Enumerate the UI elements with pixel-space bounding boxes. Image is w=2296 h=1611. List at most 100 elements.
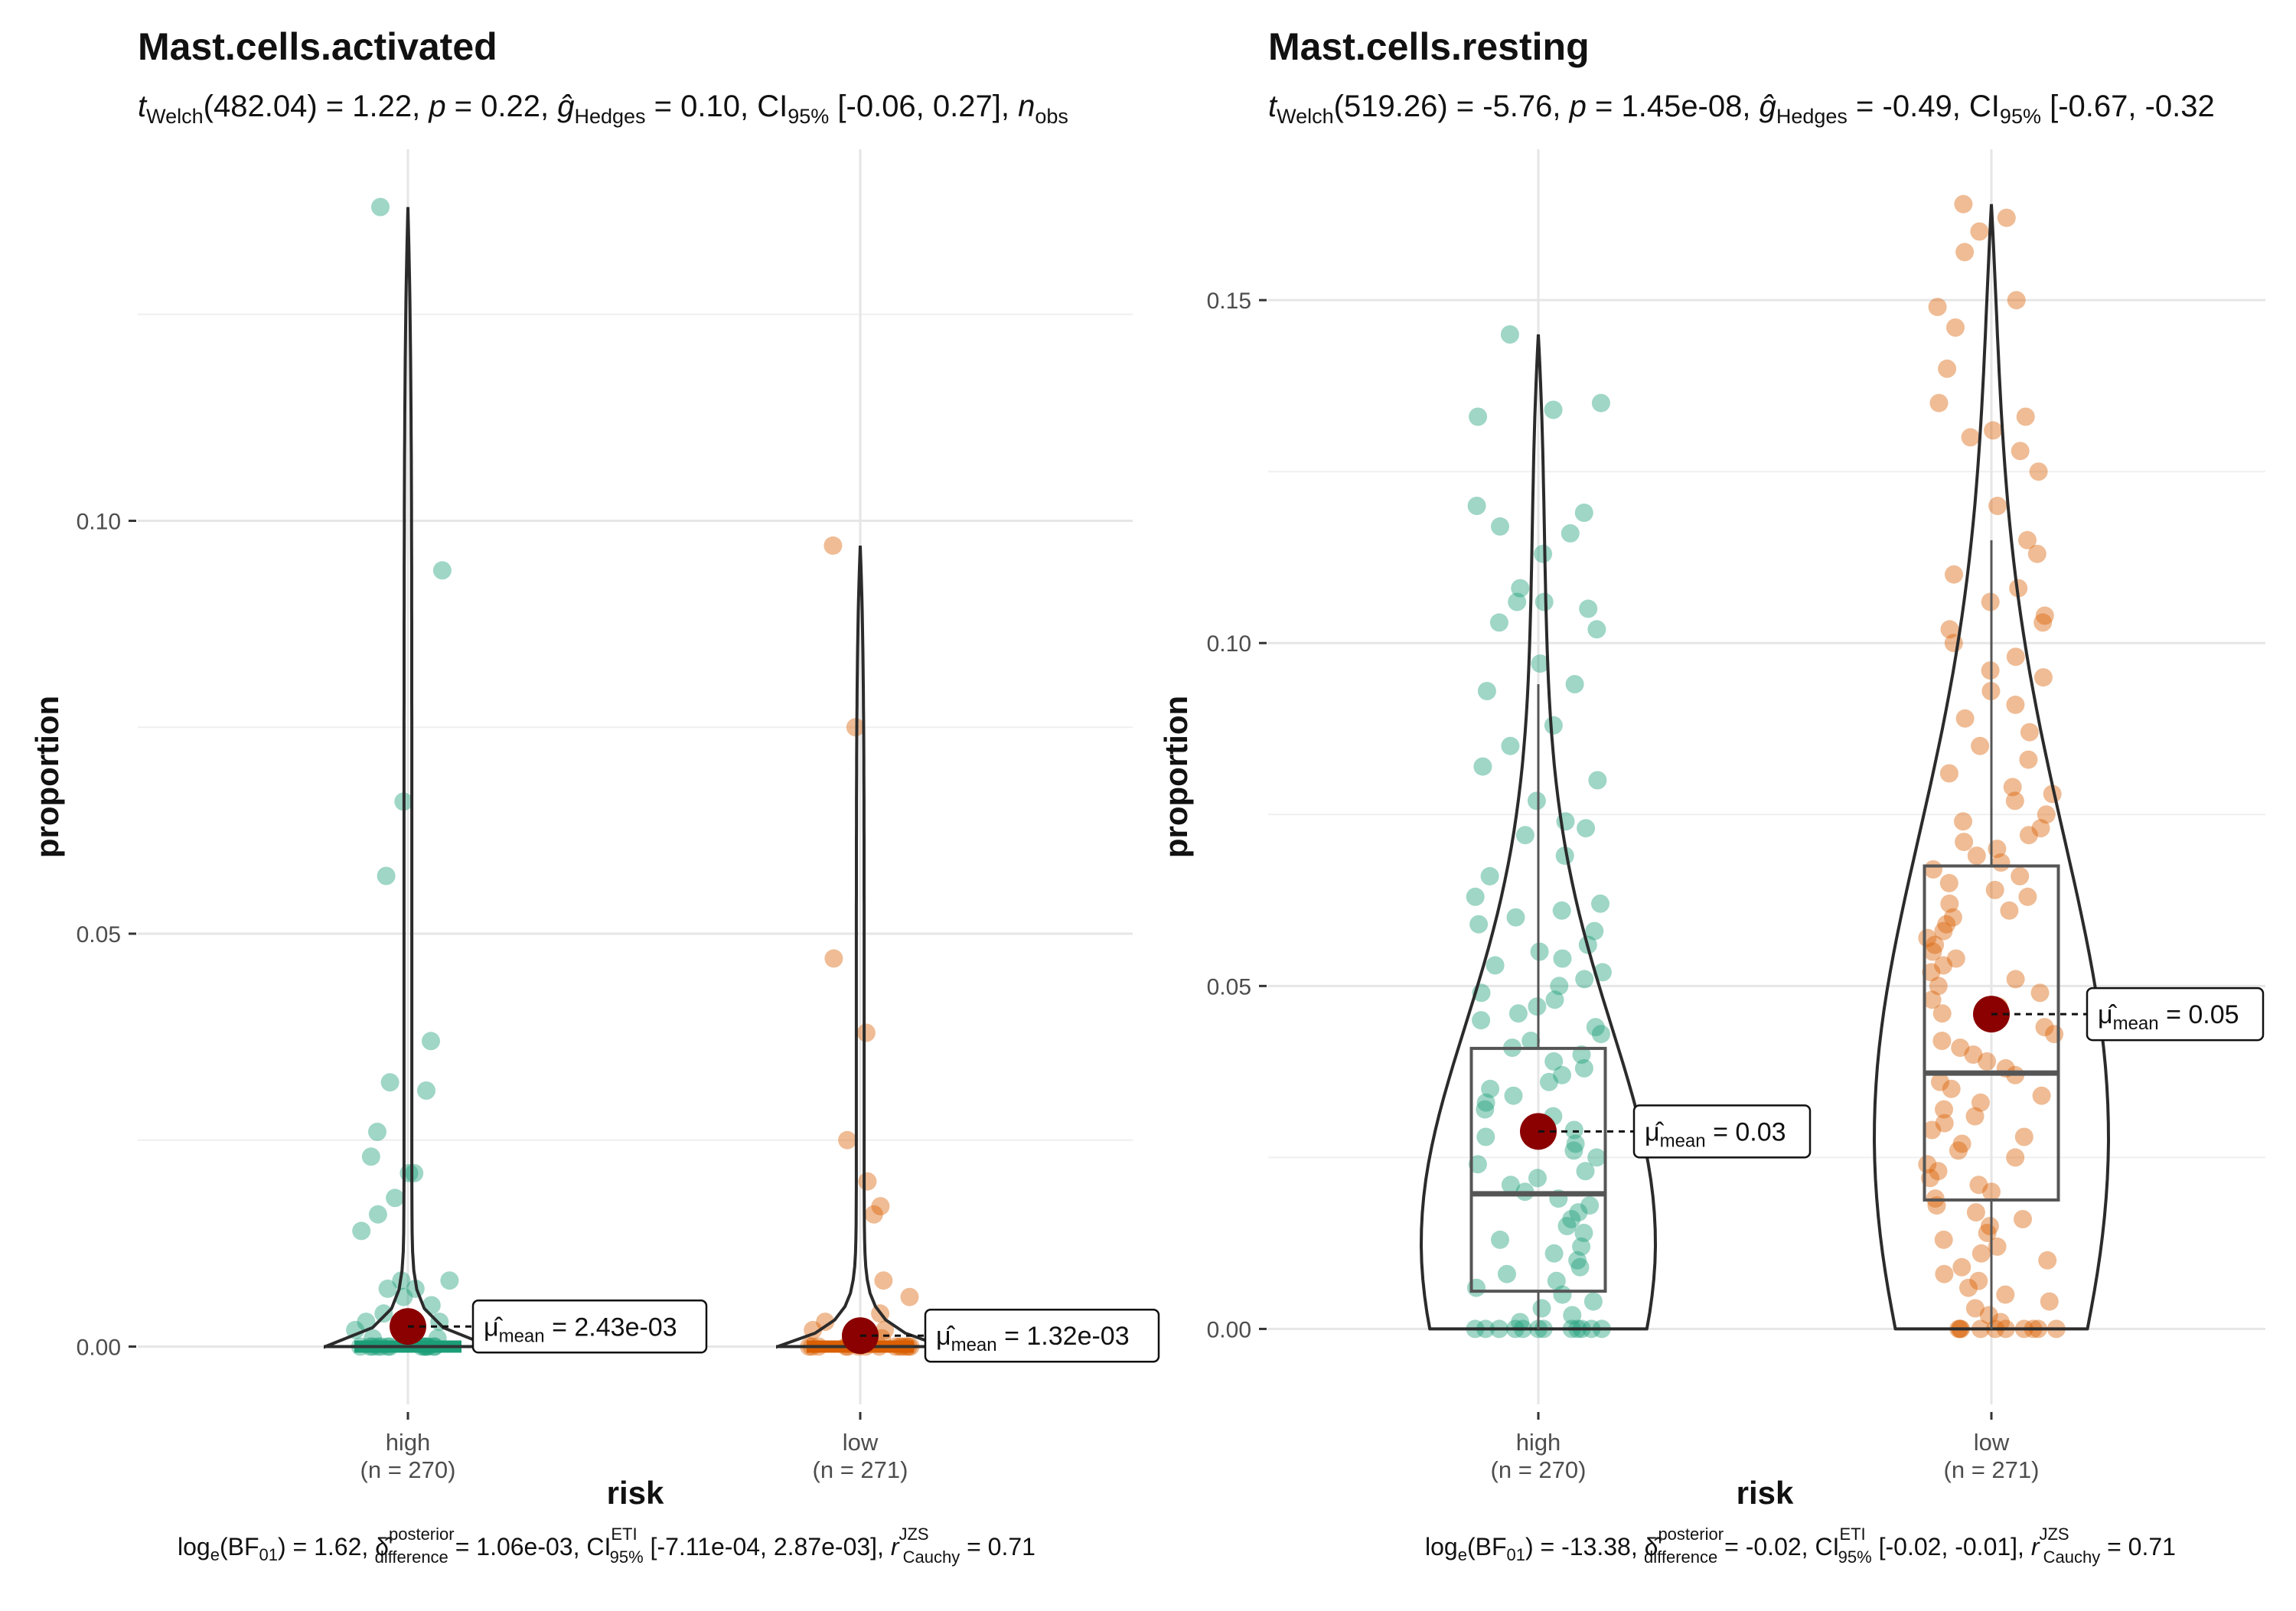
panel-mast-cells-activated: Mast.cells.activated tWelch(482.04) = 1.…	[29, 25, 1160, 1567]
data-point	[1946, 949, 1965, 968]
data-point	[1504, 1086, 1523, 1105]
data-point	[1939, 764, 1958, 783]
data-point	[2011, 866, 2030, 885]
data-point	[1476, 1093, 1495, 1112]
panel-title: Mast.cells.resting	[1268, 25, 1590, 68]
mean-label: μ̂mean = 0.03	[1645, 1117, 1786, 1151]
panel-subtitle: tWelch(519.26) = -5.76, p = 1.45e-08, ĝH…	[1268, 90, 2215, 128]
data-point	[824, 949, 843, 968]
mean-value: = 0.03	[1706, 1117, 1786, 1146]
data-point	[1569, 1203, 1588, 1222]
data-point	[2007, 291, 2026, 310]
data-point	[2035, 1018, 2054, 1037]
data-point	[1564, 1120, 1583, 1140]
data-point	[1952, 1134, 1971, 1153]
data-point	[2014, 1210, 2032, 1228]
violin-high	[1419, 334, 1658, 1331]
caption-bf-value: ) = 1.62,	[278, 1533, 375, 1560]
data-point	[858, 1172, 877, 1191]
data-point	[352, 1221, 371, 1241]
data-point	[2020, 722, 2039, 742]
data-point	[1515, 826, 1534, 845]
data-point	[1935, 1264, 1954, 1283]
data-point	[1991, 1313, 2010, 1332]
x-tick-count: (n = 271)	[813, 1456, 908, 1483]
data-point	[1966, 1203, 1985, 1222]
data-point	[1955, 243, 1975, 262]
data-point	[1528, 1169, 1547, 1188]
caption-ci-sub: 95%	[1838, 1547, 1872, 1567]
x-axis-label: risk	[607, 1475, 664, 1511]
caption-bf-sub: e	[1458, 1545, 1467, 1564]
data-point	[1547, 1271, 1566, 1290]
x-tick-label: high	[386, 1429, 431, 1456]
data-point	[1531, 654, 1550, 673]
data-point	[1563, 1306, 1582, 1325]
data-point	[2003, 778, 2022, 797]
data-point	[864, 1205, 883, 1224]
violin-high	[324, 207, 492, 1349]
data-point	[1940, 620, 1959, 639]
data-point	[1945, 565, 1963, 584]
data-point	[1540, 1072, 1558, 1091]
mean-value: = 2.43e-03	[545, 1313, 677, 1342]
data-point	[1923, 990, 1942, 1009]
y-axis-label: proportion	[29, 696, 65, 858]
subtitle-g-text: = -0.49, CI	[1848, 90, 2000, 123]
data-point	[1969, 1176, 1988, 1195]
data-point	[1553, 949, 1572, 968]
data-point	[1574, 1224, 1593, 1242]
data-point	[1938, 359, 1957, 378]
data-point	[1473, 757, 1492, 776]
data-point	[1922, 963, 1941, 982]
x-tick-count: (n = 270)	[1491, 1456, 1587, 1483]
data-point	[1984, 421, 2003, 440]
data-point	[1467, 497, 1486, 515]
caption-delta-sup: posterior	[389, 1525, 455, 1544]
data-point	[1946, 318, 1965, 337]
subtitle-p-text: = 0.22,	[446, 90, 558, 123]
data-point	[1476, 1100, 1495, 1119]
data-point	[1508, 592, 1527, 611]
subtitle-stat-text: (519.26) = -5.76,	[1334, 90, 1570, 123]
data-point	[380, 1073, 400, 1092]
violin-low	[776, 545, 944, 1349]
data-point	[816, 1313, 835, 1332]
data-point	[1940, 894, 1959, 913]
data-point	[1924, 860, 1942, 879]
data-point	[1574, 1058, 1593, 1078]
data-point	[1468, 1155, 1487, 1174]
caption-bf-text: log	[178, 1533, 210, 1560]
caption-r-value: = 0.71	[2100, 1533, 2176, 1560]
x-tick-label: high	[1516, 1429, 1561, 1456]
data-point	[1574, 504, 1593, 522]
data-point	[1997, 208, 2016, 227]
subtitle-n-label: n	[1018, 90, 1035, 123]
caption-r-sub: Cauchy	[2043, 1547, 2101, 1567]
data-point	[1967, 846, 1986, 866]
data-point	[1553, 1285, 1572, 1304]
subtitle-g-sub: Hedges	[574, 105, 645, 128]
data-point	[1555, 846, 1574, 866]
data-point	[1971, 736, 1990, 755]
caption-ci-value: [-0.02, -0.01],	[1872, 1533, 2031, 1560]
subtitle-g-text: = 0.10, CI	[646, 90, 788, 123]
data-point	[1508, 1004, 1528, 1023]
data-point	[1991, 853, 2011, 872]
subtitle-g-label: ĝ	[557, 90, 574, 123]
data-point	[1583, 1292, 1603, 1311]
data-point	[1978, 1052, 1997, 1071]
data-point	[2032, 1086, 2051, 1105]
data-point	[377, 866, 396, 885]
data-point	[1923, 942, 1942, 961]
mean-value: = 1.32e-03	[997, 1322, 1130, 1351]
data-point	[1954, 812, 1972, 831]
subtitle-ci-text: [-0.06, 0.27],	[829, 90, 1018, 123]
data-point	[1500, 325, 1519, 344]
data-point	[1545, 990, 1564, 1009]
caption-delta-value: = -0.02, CI	[1717, 1533, 1839, 1560]
x-tick-label: low	[843, 1429, 879, 1456]
data-point	[1952, 1257, 1971, 1277]
data-point	[1472, 1011, 1491, 1030]
